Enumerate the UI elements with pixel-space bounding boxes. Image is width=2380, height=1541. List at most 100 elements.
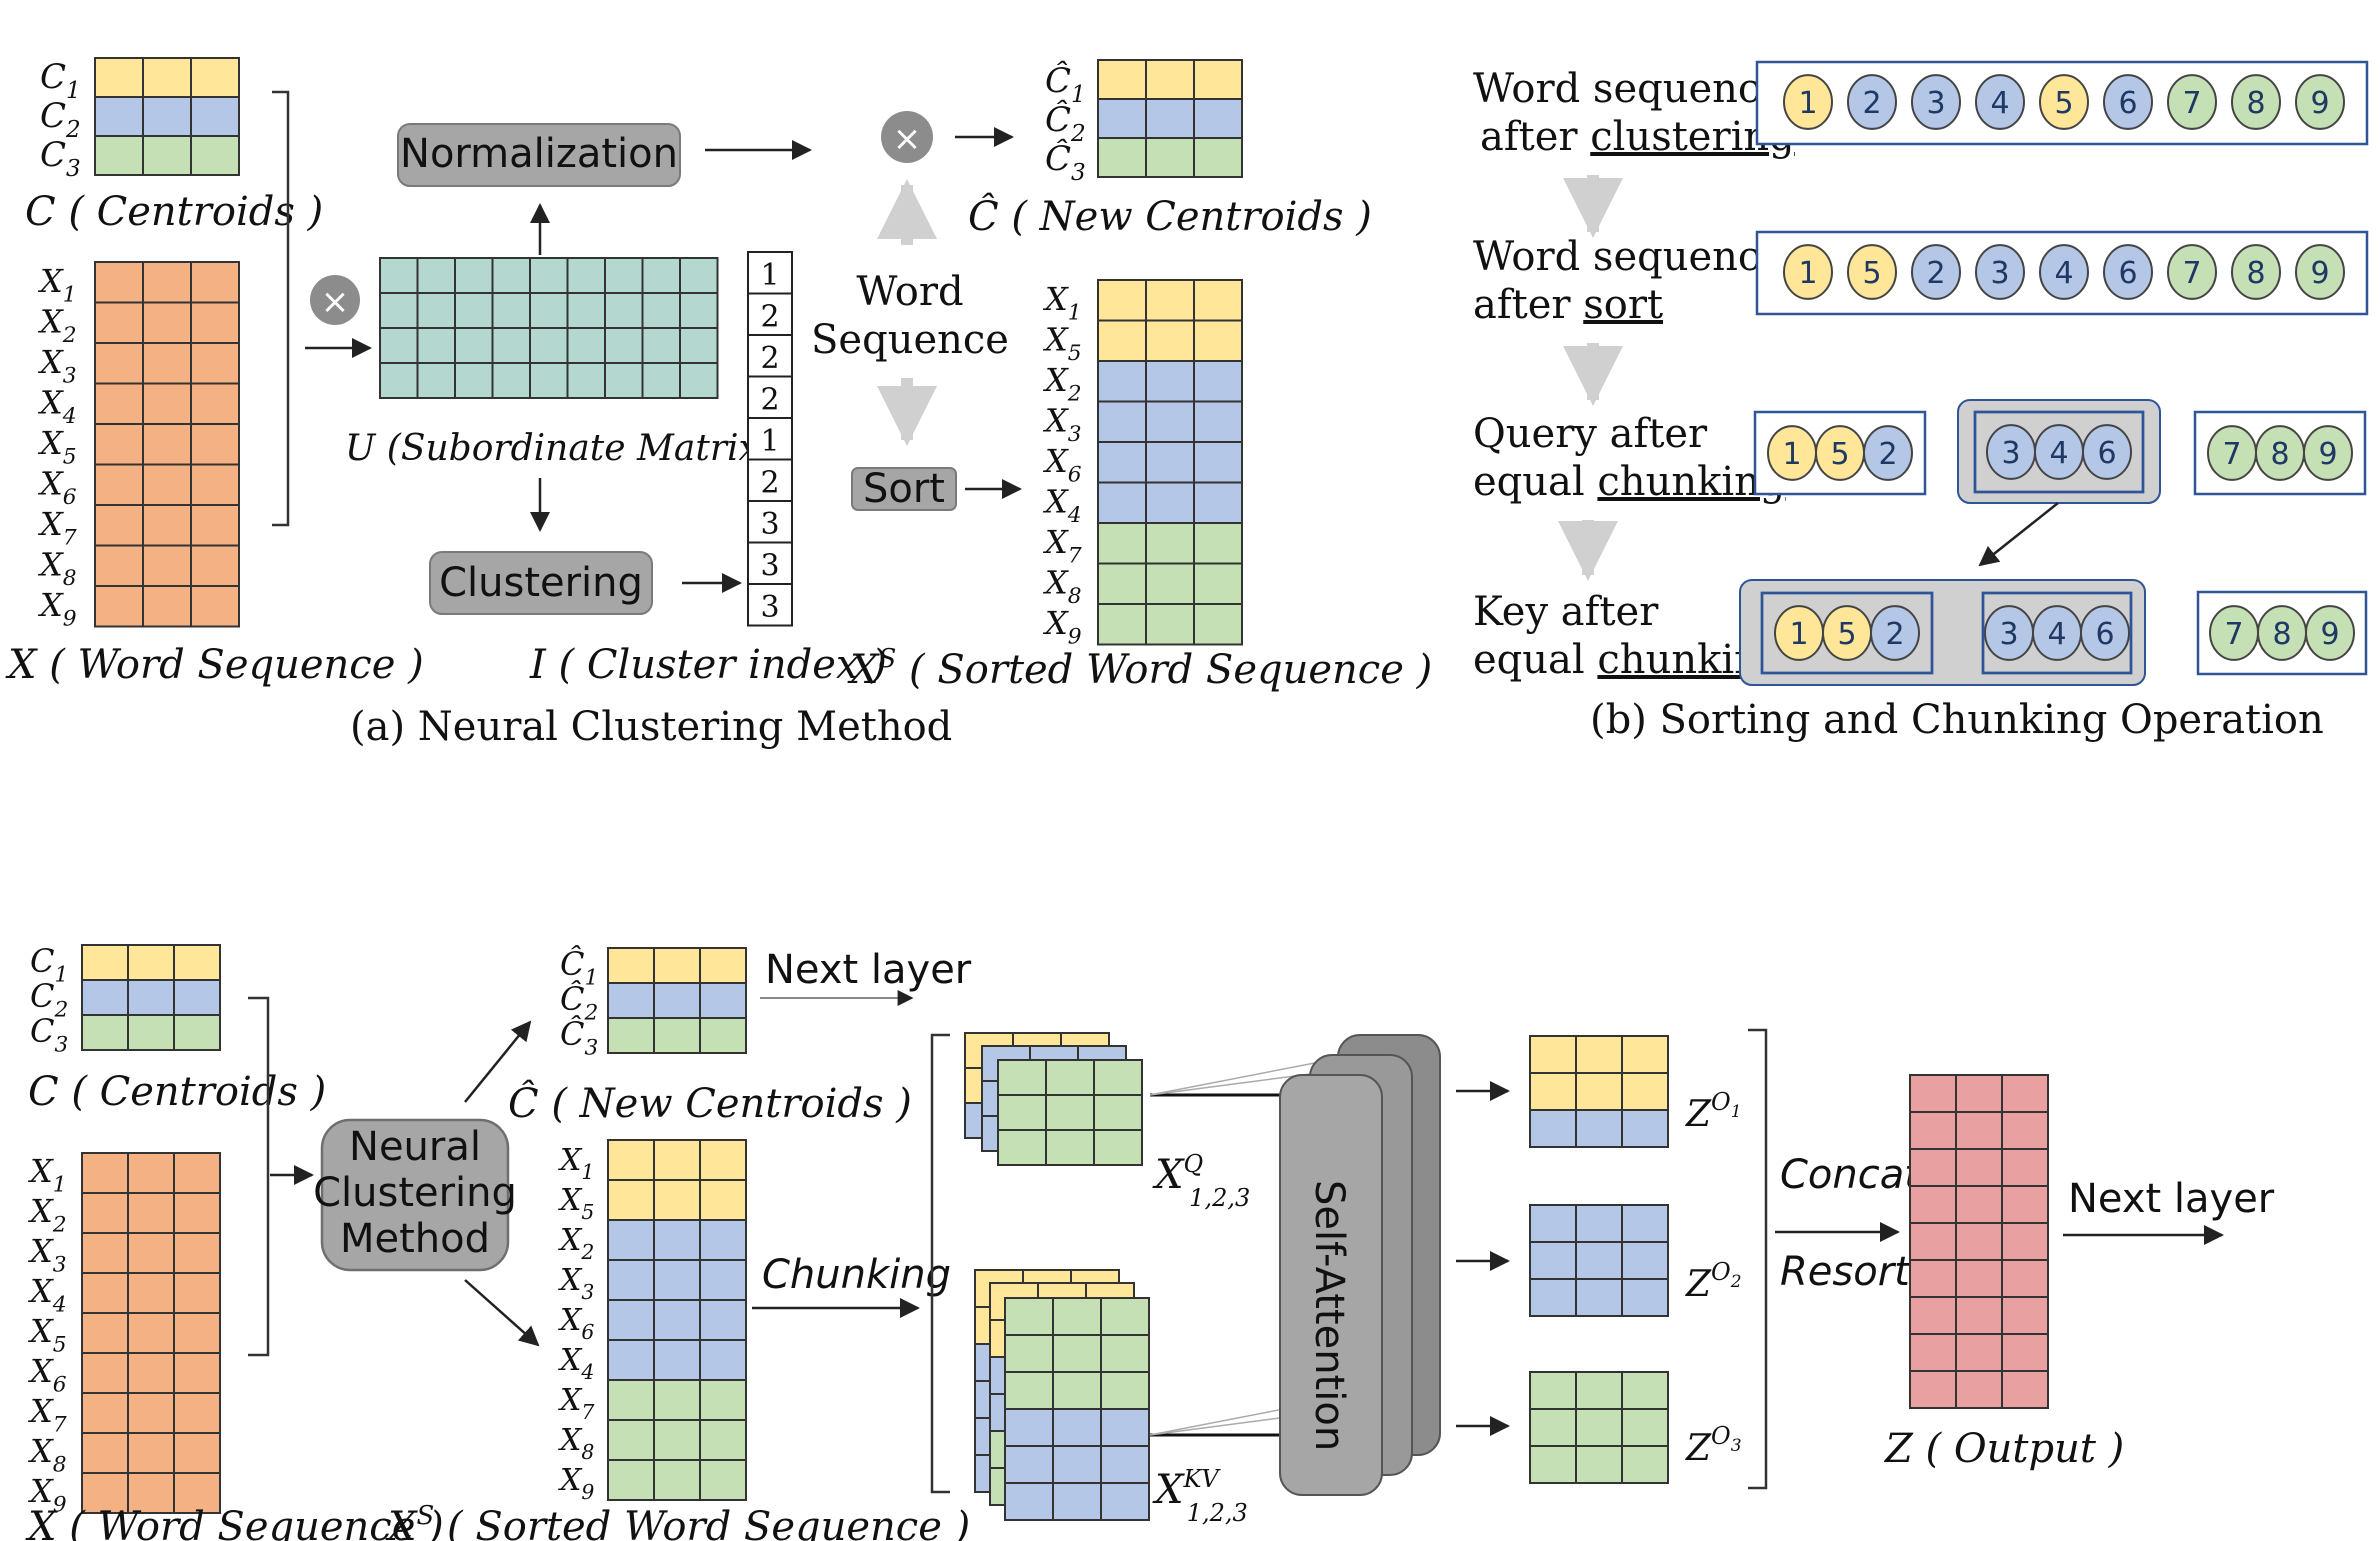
new-centroid-cell [653, 982, 701, 1019]
new-centroid-cell [1193, 98, 1243, 139]
new-centroid-cell [1145, 98, 1195, 139]
token-number: 3 [1990, 256, 2009, 291]
sorted-cell [653, 1219, 701, 1261]
new-centroid-cell [699, 947, 747, 984]
sorted-label: X1 [558, 1143, 594, 1184]
word-cell [127, 1232, 175, 1274]
token-ball [1911, 74, 1961, 130]
output-cell [2001, 1148, 2049, 1187]
query-chunk-cell [1045, 1059, 1095, 1096]
sorted-cell [653, 1259, 701, 1301]
output-chunk-cell [1621, 1408, 1669, 1447]
neural-clustering-box [320, 1118, 510, 1272]
centroid-cell [142, 135, 192, 176]
sorted-cell [1193, 522, 1243, 565]
kv-chunk-cell [1100, 1371, 1150, 1410]
word-label: X8 [37, 546, 77, 592]
output-chunk-cell [1621, 1241, 1669, 1280]
word-sequence-label-line2: Sequence [811, 317, 1009, 363]
word-cell [81, 1392, 129, 1434]
bracket [248, 996, 270, 1357]
token-number: 6 [2095, 617, 2114, 652]
centroid-matrix [81, 944, 221, 1051]
token-number: 6 [2097, 436, 2116, 471]
output-chunk-cell [1575, 1241, 1623, 1280]
output-cell [1955, 1259, 2003, 1298]
subordinate-cell [454, 257, 494, 294]
new-centroid-cell [1097, 137, 1147, 178]
output-cell [1909, 1074, 1957, 1113]
output-chunk-cell [1529, 1371, 1577, 1410]
subordinate-cell [379, 257, 419, 294]
token-number: 3 [2001, 436, 2020, 471]
concat-label: Concat [1780, 1152, 1921, 1198]
centroid-matrix [94, 57, 240, 176]
sorted-cell [1193, 441, 1243, 484]
new-centroid-label: Ĉ3 [560, 1015, 598, 1061]
centroid-cell [190, 57, 240, 98]
output-chunk-cell [1529, 1109, 1577, 1148]
word-sequence-caption: X ( Word Sequence ) [5, 642, 424, 688]
cluster-index-cell [747, 417, 793, 461]
token-ball [2231, 244, 2281, 300]
cluster-index-cell [747, 334, 793, 378]
new-centroid-label: Ĉ1 [1045, 60, 1086, 108]
sorted-cell [607, 1299, 655, 1341]
output-chunk-cell [1621, 1109, 1669, 1148]
output-chunk-cell [1529, 1445, 1577, 1484]
centroid-cell [94, 57, 144, 98]
output-cell [2001, 1074, 2049, 1113]
sorted-cell [1097, 360, 1147, 403]
output-chunk-cell [1621, 1371, 1669, 1410]
cluster-index-column: 1 2 2 2 1 2 3 3 3 [747, 251, 793, 627]
sorted-cell [607, 1459, 655, 1501]
sorted-cell [607, 1219, 655, 1261]
new-centroid-label: Ĉ1 [560, 945, 598, 991]
token-number: 7 [2222, 437, 2241, 472]
word-label: X7 [27, 1392, 67, 1438]
row2-label-line1: Word sequence [1473, 234, 1784, 280]
sorted-cell [653, 1299, 701, 1341]
token-number: 5 [1830, 437, 1849, 472]
sorted-cell [1193, 603, 1243, 646]
token-ball [2231, 74, 2281, 130]
sorted-label: X3 [558, 1263, 594, 1304]
centroid-cell [81, 979, 129, 1016]
sorted-cell [653, 1179, 701, 1221]
word-cell [81, 1432, 129, 1474]
output-chunk-cell [1529, 1278, 1577, 1317]
word-cell [142, 423, 192, 466]
word-cell [94, 301, 144, 344]
output-cell [1955, 1074, 2003, 1113]
subordinate-cell [416, 292, 456, 329]
sorted-word-matrix [1097, 279, 1243, 646]
z-output-label: ZO2 [1685, 1258, 1742, 1305]
word-cell [127, 1272, 175, 1314]
sorted-cell [1145, 522, 1195, 565]
output-cell [1909, 1222, 1957, 1261]
sorted-cell [607, 1139, 655, 1181]
output-chunk-cell [1529, 1408, 1577, 1447]
cluster-index-value: 3 [760, 549, 779, 584]
sorted-cell [1145, 279, 1195, 322]
subordinate-cell [641, 362, 681, 399]
svg-text:Normalization: Normalization [400, 131, 678, 177]
word-label: X5 [27, 1312, 67, 1358]
svg-text:×: × [321, 282, 350, 322]
kv-chunk-cell [1004, 1297, 1054, 1336]
sorted-cell [699, 1299, 747, 1341]
word-cell [173, 1272, 221, 1314]
resort-label: Resort [1780, 1249, 1911, 1295]
token-number: 9 [2310, 256, 2329, 291]
token-number: 9 [2320, 617, 2339, 652]
output-chunk-cell [1575, 1109, 1623, 1148]
subordinate-cell [566, 327, 606, 364]
output-cell [1955, 1333, 2003, 1372]
sorted-word-matrix [607, 1139, 747, 1501]
subordinate-cell [566, 362, 606, 399]
token-ball [1975, 244, 2025, 300]
